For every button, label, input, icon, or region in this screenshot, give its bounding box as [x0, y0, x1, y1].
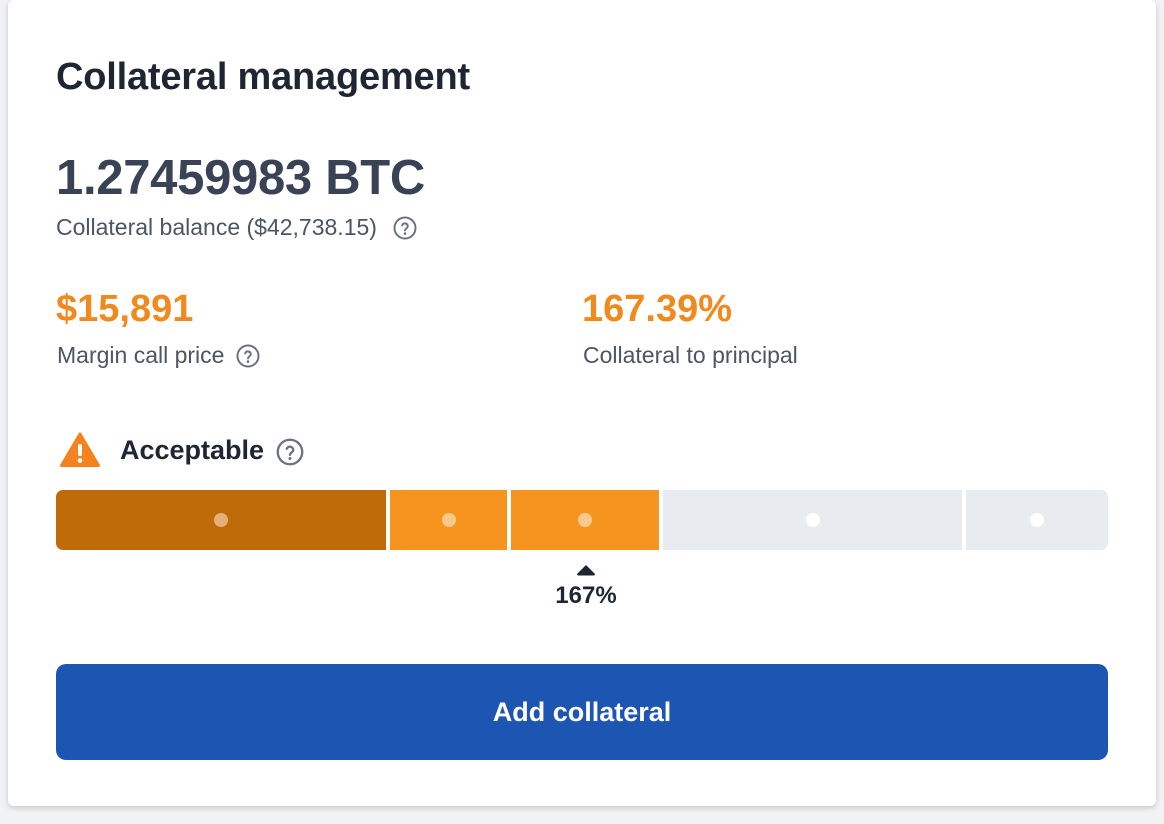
margin-call-price-label: Margin call price	[57, 342, 225, 368]
collateral-health-bar	[56, 490, 1108, 550]
health-bar-segment	[390, 490, 507, 550]
health-bar-segment	[56, 490, 386, 550]
collateral-balance-label: Collateral balance ($42,738.15)	[56, 214, 377, 240]
help-icon[interactable]	[276, 438, 304, 466]
collateral-to-principal-label: Collateral to principal	[583, 342, 798, 368]
collateral-to-principal-row: Collateral to principal	[583, 342, 798, 369]
margin-call-price-value: $15,891	[56, 288, 194, 330]
segment-dot	[805, 513, 820, 527]
current-ratio-marker: 167%	[538, 564, 634, 610]
segment-dot	[441, 513, 456, 527]
help-icon[interactable]	[236, 344, 260, 368]
collateral-to-principal-value: 167.39%	[582, 288, 733, 330]
health-bar-segment	[663, 490, 962, 550]
collateral-balance-row: Collateral balance ($42,738.15)	[56, 214, 417, 241]
card-title: Collateral management	[56, 56, 470, 98]
collateral-balance-amount: 1.27459983 BTC	[56, 151, 425, 205]
health-bar-segment	[966, 490, 1108, 550]
help-icon[interactable]	[393, 216, 417, 240]
segment-dot	[214, 513, 228, 527]
warning-triangle-icon	[60, 432, 100, 467]
status-label: Acceptable	[120, 434, 265, 465]
segment-dot	[578, 513, 592, 527]
health-bar-segment	[511, 490, 659, 550]
collateral-card: Collateral management 1.27459983 BTC Col…	[8, 0, 1156, 806]
current-ratio-label: 167%	[555, 582, 617, 609]
segment-dot	[1030, 513, 1044, 527]
caret-up-icon	[577, 565, 595, 576]
add-collateral-button[interactable]: Add collateral	[56, 664, 1108, 760]
status-row: Acceptable	[60, 432, 304, 468]
margin-call-price-row: Margin call price	[57, 342, 260, 369]
